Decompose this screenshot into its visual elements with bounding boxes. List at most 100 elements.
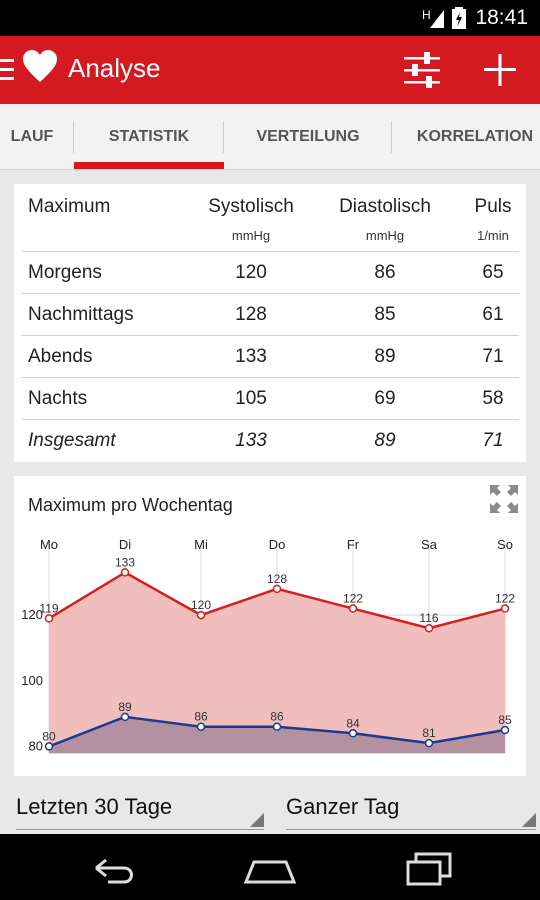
header-pulse: Puls	[474, 196, 512, 217]
tab-label: KORRELATION	[416, 128, 534, 145]
series-1-area	[49, 716, 505, 753]
tab-label: LAUF	[10, 128, 54, 145]
weekday-chart: Mo Di Mi Do Fr Sa So80100120119133120128122116…	[21, 537, 515, 754]
tab-verteilung[interactable]: VERTEILUNG	[224, 104, 392, 169]
data-label: 89	[118, 700, 132, 714]
x-tick-label: Mo	[40, 537, 58, 552]
signal-icon: H	[422, 8, 444, 28]
row-diastolic: 89	[374, 430, 396, 451]
table-row: Nachts 105 69 58	[21, 378, 519, 420]
menu-icon[interactable]	[0, 58, 16, 82]
row-pulse: 65	[482, 262, 504, 283]
recent-apps-icon[interactable]	[404, 848, 454, 888]
row-systolic: 105	[235, 388, 267, 409]
row-pulse: 71	[482, 430, 504, 451]
row-diastolic: 85	[374, 304, 396, 325]
tab-statistik[interactable]: STATISTIK	[74, 104, 224, 169]
data-point	[120, 712, 130, 722]
period-select[interactable]: Letzten 30 Tage	[16, 788, 264, 830]
row-pulse: 71	[482, 346, 504, 367]
add-button[interactable]	[478, 48, 522, 92]
data-label: 81	[422, 726, 436, 740]
unit-diastolic: mmHg	[365, 228, 405, 243]
network-type-label: H	[422, 8, 431, 22]
battery-icon	[452, 7, 466, 29]
x-tick-label: Do	[269, 537, 286, 552]
row-label: Insgesamt	[28, 430, 116, 451]
y-tick-label: 80	[29, 738, 43, 753]
data-point	[348, 729, 358, 738]
data-point	[196, 722, 206, 731]
table-row: Abends 133 89 71	[21, 336, 519, 378]
dropdown-corner-icon	[522, 813, 536, 827]
back-icon[interactable]	[88, 848, 138, 888]
action-bar: Analyse	[0, 36, 540, 104]
tab-label: STATISTIK	[108, 128, 190, 145]
header-label: Maximum	[28, 196, 111, 217]
home-icon[interactable]	[242, 848, 298, 888]
x-tick-label: So	[497, 537, 513, 552]
x-tick-label: Di	[119, 537, 131, 552]
daytime-select-value: Ganzer Tag	[286, 794, 400, 819]
row-pulse: 58	[482, 388, 504, 409]
header-systolic: Systolisch	[208, 196, 294, 217]
data-label: 80	[42, 729, 56, 743]
heart-icon[interactable]	[22, 49, 58, 85]
y-tick-label: 120	[21, 607, 43, 622]
data-point	[424, 623, 434, 633]
table-header: Maximum Systolisch Diastolisch Puls mmHg…	[21, 184, 519, 252]
unit-pulse: 1/min	[477, 228, 509, 243]
data-label: 86	[194, 710, 208, 724]
row-diastolic: 86	[374, 262, 396, 283]
expand-button[interactable]	[488, 483, 520, 515]
row-systolic: 120	[235, 262, 267, 283]
status-clock: 18:41	[475, 6, 528, 29]
row-systolic: 128	[235, 304, 267, 325]
y-tick-label: 100	[21, 673, 43, 688]
row-systolic: 133	[235, 430, 267, 451]
row-label: Nachts	[28, 388, 88, 409]
data-point	[44, 742, 54, 751]
tab-divider	[73, 121, 74, 153]
header-diastolic: Diastolisch	[339, 196, 431, 217]
sliders-icon	[404, 52, 440, 88]
status-bar: H 18:41	[0, 0, 540, 36]
row-label: Morgens	[28, 262, 102, 283]
tab-lauf[interactable]: LAUF	[0, 104, 74, 169]
data-label: 128	[267, 572, 287, 586]
chart-card: Maximum pro Wochentag Mo Di Mi Do Fr Sa So 80 10…	[14, 476, 526, 776]
x-tick-label: Mi	[194, 537, 208, 552]
data-label: 84	[346, 716, 360, 730]
data-point	[120, 568, 130, 577]
data-point	[272, 722, 282, 731]
table-row: Nachmittags 128 85 61	[21, 294, 519, 336]
table-row-total: Insgesamt 133 89 71	[21, 420, 519, 462]
row-label: Abends	[28, 346, 93, 367]
data-label: 86	[270, 710, 284, 724]
dropdown-corner-icon	[250, 813, 264, 827]
tab-bar: LAUF STATISTIK VERTEILUNG KORRELATION	[0, 104, 540, 170]
data-label: 120	[191, 598, 211, 612]
data-label: 116	[419, 611, 438, 625]
system-nav-bar	[0, 834, 540, 900]
data-point	[272, 584, 282, 594]
tab-korrelation[interactable]: KORRELATION	[392, 104, 540, 169]
row-systolic: 133	[235, 346, 267, 367]
row-diastolic: 69	[374, 388, 396, 409]
data-label: 119	[39, 601, 58, 615]
tab-label: VERTEILUNG	[256, 128, 360, 145]
series-0-area	[49, 572, 505, 753]
data-point	[424, 738, 434, 748]
filter-button[interactable]	[400, 50, 444, 92]
daytime-select[interactable]: Ganzer Tag	[286, 788, 536, 830]
tab-divider	[223, 121, 224, 153]
data-label: 122	[495, 592, 515, 606]
table-row: Morgens 120 86 65	[21, 252, 519, 294]
x-tick-label: Fr	[347, 537, 360, 552]
data-point	[500, 725, 510, 735]
statistics-card: Maximum Systolisch Diastolisch Puls mmHg…	[14, 184, 526, 462]
page-title: Analyse	[68, 53, 161, 83]
x-tick-label: Sa	[421, 537, 438, 552]
data-point	[348, 604, 358, 613]
plus-icon	[484, 54, 516, 86]
